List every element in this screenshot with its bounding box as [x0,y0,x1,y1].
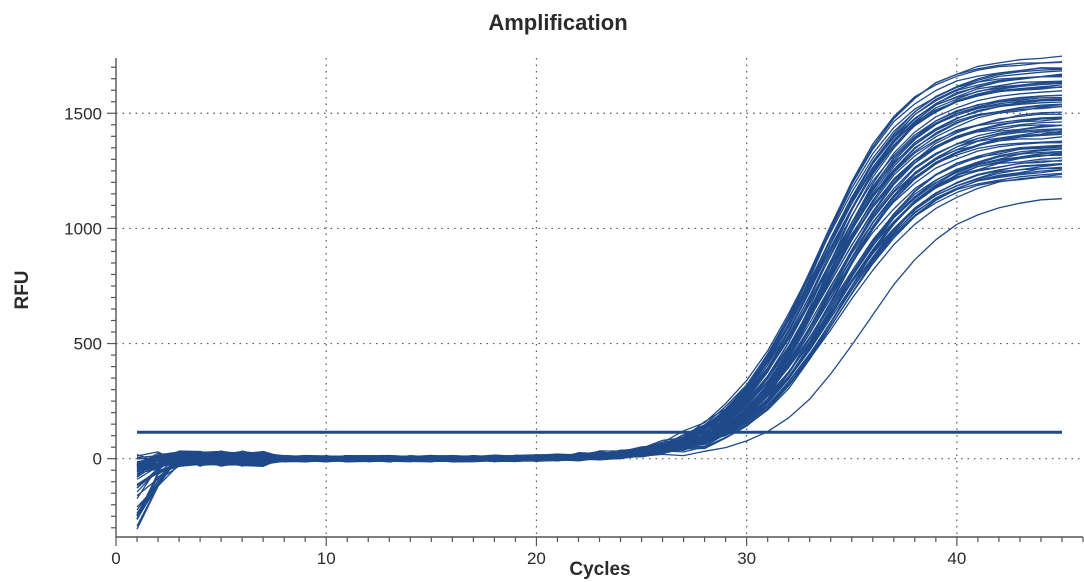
amplification-curve [136,105,1063,462]
y-tick-label: 0 [93,450,102,469]
amplification-curve [136,116,1063,466]
amplification-curve [136,81,1063,467]
x-tick-label: 10 [317,549,336,568]
amplification-curve [136,103,1063,471]
amplification-curve [136,166,1063,468]
amplification-curves [136,55,1063,530]
amplification-curve [136,76,1062,463]
x-tick-label: 40 [947,549,966,568]
y-tick-label: 500 [74,335,102,354]
amplification-curve [136,133,1063,527]
x-axis-label: Cycles [569,559,630,580]
amplification-curve [136,176,1063,468]
amplification-curve [136,61,1063,475]
chart-title: Amplification [488,10,627,35]
amplification-curve [136,90,1063,466]
amplification-curve [136,101,1063,478]
amplification-curve [136,121,1063,473]
amplification-curve [136,144,1063,467]
amplification-curve [136,128,1063,472]
axes: 0 10 20 30 40 0 500 1000 1500 [64,58,1084,568]
amplification-curve [136,136,1063,467]
amplification-curve [136,129,1063,468]
amplification-curve [136,173,1063,465]
amplification-curve [136,82,1063,493]
y-tick-label: 1000 [64,219,102,238]
y-axis-label: RFU [12,270,33,309]
amplification-curve [136,147,1063,489]
amplification-curve [136,163,1063,520]
x-tick-label: 30 [737,549,756,568]
amplification-curve [136,169,1063,467]
amplification-curve [136,61,1063,469]
amplification-curve [136,117,1063,465]
amplification-curve-outlier [136,198,1063,468]
amplification-curve [136,150,1063,467]
amplification-curve [136,67,1063,468]
x-tick-label: 0 [111,549,120,568]
amplification-curve [136,145,1063,497]
x-tick-label: 20 [527,549,546,568]
amplification-curve [136,55,1063,520]
amplification-curve [136,169,1063,471]
amplification-curve [136,111,1063,463]
amplification-curve [136,104,1063,473]
y-tick-label: 1500 [64,104,102,123]
amplification-curve [136,70,1063,516]
